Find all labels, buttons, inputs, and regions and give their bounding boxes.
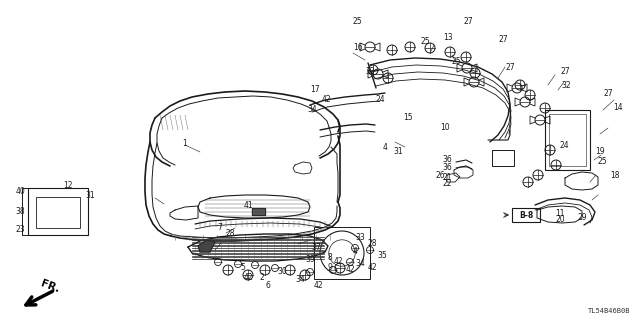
Text: 42: 42 — [243, 274, 253, 283]
Text: 30: 30 — [277, 268, 287, 276]
Text: 41: 41 — [243, 202, 253, 211]
Text: 20: 20 — [555, 215, 565, 225]
Text: FR.: FR. — [39, 279, 61, 295]
Text: 36: 36 — [442, 156, 452, 164]
Text: 21: 21 — [442, 173, 452, 182]
Text: 14: 14 — [613, 102, 623, 111]
Bar — [36, 197, 80, 228]
Text: 42: 42 — [333, 258, 343, 267]
Text: 28: 28 — [225, 229, 235, 238]
Text: 32: 32 — [365, 68, 375, 76]
Text: 42: 42 — [313, 281, 323, 290]
Text: 7: 7 — [218, 223, 223, 233]
Text: 8: 8 — [328, 253, 332, 262]
Text: 25: 25 — [597, 157, 607, 166]
Text: 1: 1 — [182, 139, 188, 148]
Text: 19: 19 — [595, 148, 605, 156]
Bar — [549, 114, 586, 166]
Text: 36: 36 — [442, 164, 452, 172]
Text: 38: 38 — [15, 207, 25, 217]
Text: 26: 26 — [435, 171, 445, 180]
Text: 27: 27 — [498, 36, 508, 44]
Text: 25: 25 — [451, 58, 461, 67]
Text: 25: 25 — [352, 18, 362, 27]
Text: 27: 27 — [603, 89, 613, 98]
Text: 15: 15 — [403, 114, 413, 123]
Polygon shape — [252, 208, 265, 215]
Bar — [492, 150, 514, 166]
Text: 31: 31 — [85, 190, 95, 199]
Text: 17: 17 — [310, 85, 320, 94]
Text: 10: 10 — [440, 124, 450, 132]
Text: 27: 27 — [505, 62, 515, 71]
Text: 4: 4 — [383, 143, 387, 153]
Text: 33: 33 — [355, 234, 365, 243]
Text: 42: 42 — [345, 266, 355, 275]
Text: 6: 6 — [266, 281, 271, 290]
Text: 13: 13 — [443, 34, 453, 43]
Polygon shape — [198, 240, 215, 252]
Text: 24: 24 — [559, 140, 569, 149]
Bar — [28, 188, 88, 235]
Text: TL54B46B0B: TL54B46B0B — [588, 308, 630, 314]
Text: 16: 16 — [353, 43, 363, 52]
Text: 32: 32 — [561, 81, 571, 90]
Bar — [545, 110, 590, 170]
Text: 9: 9 — [328, 263, 332, 273]
Text: 40: 40 — [15, 188, 25, 196]
Text: 18: 18 — [611, 171, 620, 180]
Text: 11: 11 — [556, 209, 564, 218]
Text: 35: 35 — [377, 251, 387, 260]
Text: 37: 37 — [311, 244, 321, 252]
Text: 4: 4 — [353, 247, 357, 257]
Text: 22: 22 — [442, 180, 452, 188]
Bar — [512, 208, 540, 222]
Text: 34: 34 — [355, 260, 365, 268]
Text: 42: 42 — [367, 263, 377, 273]
Text: 28: 28 — [367, 239, 377, 249]
Text: 31: 31 — [393, 148, 403, 156]
Text: 27: 27 — [463, 18, 473, 27]
Text: 34: 34 — [307, 106, 317, 115]
Bar — [314, 227, 370, 279]
Text: 39: 39 — [305, 255, 315, 265]
Text: 27: 27 — [560, 68, 570, 76]
Text: B-8: B-8 — [519, 211, 533, 220]
Text: 23: 23 — [15, 226, 25, 235]
Text: 24: 24 — [375, 95, 385, 105]
Text: 25: 25 — [420, 37, 430, 46]
Text: 42: 42 — [321, 95, 331, 105]
Text: 2: 2 — [260, 274, 264, 283]
Text: 5: 5 — [241, 263, 245, 273]
Text: 29: 29 — [577, 213, 587, 222]
Text: 34: 34 — [295, 276, 305, 284]
Text: 12: 12 — [63, 180, 73, 189]
